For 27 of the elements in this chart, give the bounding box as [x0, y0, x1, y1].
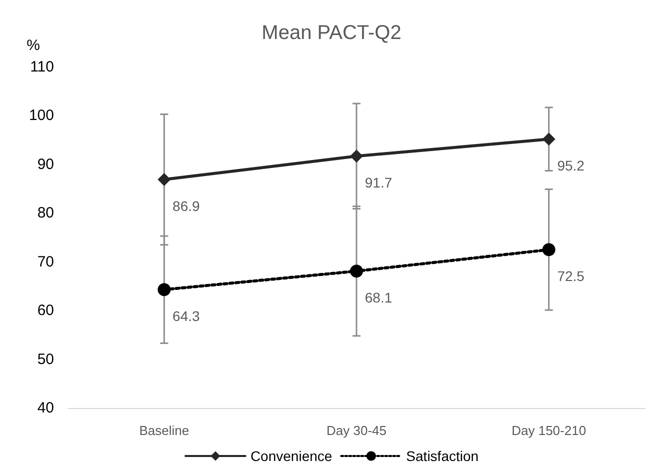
data-label: 91.7 — [364, 174, 392, 191]
legend-label: Satisfaction — [406, 448, 479, 464]
data-label: 86.9 — [172, 198, 200, 214]
y-tick-label: 70 — [37, 253, 54, 270]
y-tick-label: 110 — [30, 58, 54, 76]
y-tick-label: 40 — [37, 400, 54, 416]
point — [158, 283, 171, 296]
data-label: 64.3 — [172, 308, 200, 324]
y-tick-label: 90 — [37, 156, 54, 173]
point — [350, 150, 363, 163]
x-tick-label: Day 150-210 — [512, 423, 586, 438]
legend-label: Convenience — [250, 448, 332, 464]
point — [158, 173, 171, 186]
point — [350, 264, 363, 278]
y-tick-label: 100 — [28, 107, 54, 124]
y-tick-label: 80 — [37, 204, 54, 222]
chart-title: Mean PACT-Q2 — [262, 22, 402, 44]
data-label: 72.5 — [557, 268, 585, 284]
x-tick-label: Day 30-45 — [326, 423, 386, 438]
data-label: 68.1 — [364, 290, 392, 306]
point — [542, 132, 556, 146]
data-label: 95.2 — [557, 158, 585, 174]
point — [542, 243, 556, 256]
y-axis-title: % — [26, 37, 40, 54]
y-tick-label: 60 — [37, 302, 54, 320]
y-tick-label: 50 — [37, 350, 54, 368]
x-tick-label: Baseline — [139, 423, 190, 438]
